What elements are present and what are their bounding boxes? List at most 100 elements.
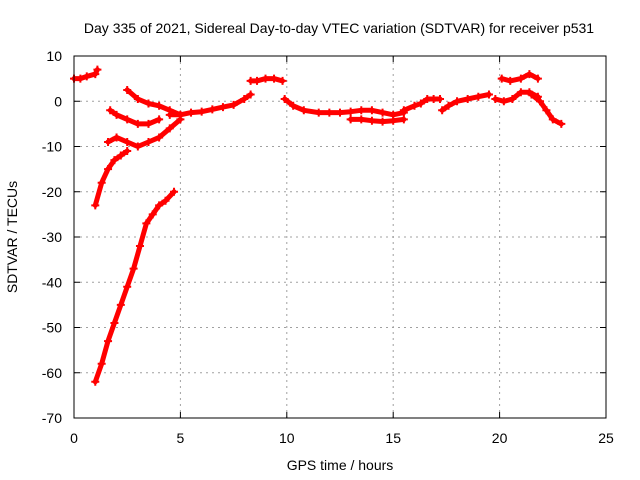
data-point (82, 72, 91, 81)
data-point (104, 137, 113, 146)
data-point (314, 108, 323, 117)
data-point (270, 74, 279, 83)
data-point (525, 70, 534, 79)
data-point (123, 147, 132, 156)
data-point (165, 124, 174, 133)
data-point (444, 101, 453, 110)
data-point (389, 116, 398, 125)
data-point (112, 110, 121, 119)
series-arc-15 (527, 90, 566, 128)
series-arc-4 (104, 115, 185, 151)
series-arc-2 (91, 147, 132, 210)
data-point (357, 115, 366, 124)
series-arc-11 (399, 94, 445, 115)
data-point (142, 219, 151, 228)
series-arc-12 (438, 90, 493, 115)
data-point (155, 201, 164, 210)
y-tick-label: -30 (42, 229, 62, 245)
series-line (92, 189, 177, 385)
data-point (133, 94, 142, 103)
data-point (229, 100, 238, 109)
series-line (167, 92, 254, 118)
y-tick-label: -10 (42, 139, 62, 155)
data-point (197, 107, 206, 116)
data-point (399, 115, 408, 124)
data-point (176, 110, 185, 119)
data-point (218, 103, 227, 112)
data-point (278, 76, 287, 85)
data-point (416, 99, 425, 108)
data-point (155, 115, 164, 124)
data-point (253, 76, 262, 85)
data-point (367, 106, 376, 115)
series-arc-1 (70, 65, 102, 83)
y-tick-label: -70 (42, 410, 62, 426)
y-tick-label: -20 (42, 184, 62, 200)
x-tick-label: 20 (492, 430, 508, 446)
data-point (453, 97, 462, 106)
data-point (91, 201, 100, 210)
data-point (399, 106, 408, 115)
data-point (516, 74, 525, 83)
data-point (516, 88, 525, 97)
data-point (346, 115, 355, 124)
data-point (144, 99, 153, 108)
data-point (438, 106, 447, 115)
data-point (170, 187, 179, 196)
data-point (289, 101, 298, 110)
data-point (527, 90, 536, 99)
data-point (97, 359, 106, 368)
data-point (123, 85, 132, 94)
data-point (165, 110, 174, 119)
data-point (378, 108, 387, 117)
data-point (246, 90, 255, 99)
data-point (155, 133, 164, 142)
data-point (129, 264, 138, 273)
data-point (110, 156, 119, 165)
data-point (144, 119, 153, 128)
data-point (557, 119, 566, 128)
x-axis-label: GPS time / hours (287, 457, 394, 473)
data-point (110, 318, 119, 327)
data-point (112, 133, 121, 142)
data-point (346, 107, 355, 116)
series-arc-7 (165, 90, 255, 119)
series-line (499, 71, 541, 84)
data-point (357, 106, 366, 115)
data-point (133, 142, 142, 151)
series-arc-10 (346, 115, 408, 126)
data-point (378, 117, 387, 126)
data-point (116, 300, 125, 309)
data-point (144, 137, 153, 146)
data-point (133, 119, 142, 128)
x-tick-label: 5 (177, 430, 185, 446)
data-point (484, 90, 493, 99)
y-tick-label: 10 (46, 48, 62, 64)
data-point (104, 337, 113, 346)
x-tick-label: 0 (70, 430, 78, 446)
data-point (97, 178, 106, 187)
data-point (161, 196, 170, 205)
data-point (548, 115, 557, 124)
data-point (280, 94, 289, 103)
y-tick-label: -60 (42, 365, 62, 381)
data-point (499, 97, 508, 106)
data-series (70, 65, 566, 386)
data-point (299, 106, 308, 115)
data-point (410, 101, 419, 110)
data-point (91, 377, 100, 386)
data-point (135, 242, 144, 251)
series-arc-9 (280, 94, 408, 119)
data-point (76, 74, 85, 83)
data-point (508, 94, 517, 103)
y-tick-label: 0 (54, 93, 62, 109)
data-point (155, 101, 164, 110)
data-point (463, 94, 472, 103)
data-point (123, 282, 132, 291)
data-point (148, 210, 157, 219)
data-point (474, 92, 483, 101)
x-tick-label: 25 (598, 430, 614, 446)
data-point (536, 97, 545, 106)
data-point (104, 165, 113, 174)
data-point (240, 94, 249, 103)
